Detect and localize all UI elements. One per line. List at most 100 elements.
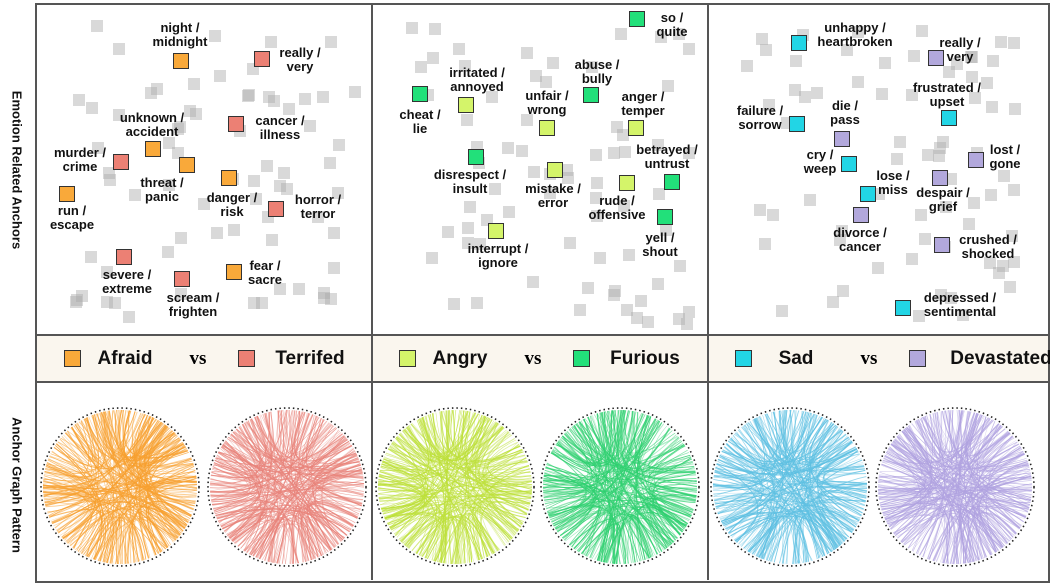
graph-edge [589,415,671,460]
graph-edge [308,503,354,548]
graph-edge [740,473,866,547]
anchor-square[interactable] [791,35,807,51]
graph-edge [907,510,992,556]
graph-edge [381,422,499,512]
graph-edge [822,498,863,550]
graph-edge [794,434,847,564]
graph-edge [715,468,868,486]
graph-edge [306,516,322,561]
graph-edge [43,472,91,483]
background-anchor-square [835,224,848,237]
graph-edge [969,425,1002,550]
anchor-square[interactable] [583,87,599,103]
anchor-square[interactable] [458,97,474,113]
graph-edge [886,507,951,564]
graph-edge [716,505,837,549]
graph-edge [726,507,774,557]
anchor-square[interactable] [221,170,237,186]
graph-edge [878,475,930,536]
background-anchor-square [452,43,465,56]
background-anchor-square [940,201,953,213]
graph-edge [560,514,615,563]
anchor-square[interactable] [468,149,484,165]
anchor-square[interactable] [789,116,805,132]
graph-edge [719,455,764,522]
anchor-square[interactable] [226,264,242,280]
legend-swatch [909,350,926,367]
graph-edge [816,447,867,486]
background-anchor-square [104,173,117,186]
anchor-square[interactable] [113,154,129,170]
graph-edge [485,472,531,537]
graph-edge [729,430,844,471]
graph-edge [550,422,663,522]
anchor-square[interactable] [928,50,944,66]
background-anchor-square [323,157,336,170]
graph-edge [620,409,696,472]
graph-edge [310,433,364,500]
anchor-square[interactable] [968,152,984,168]
graph-edge [389,428,434,528]
graph-edge [384,512,446,562]
anchor-square[interactable] [629,11,645,27]
anchor-square[interactable] [412,86,428,102]
graph-edge [93,447,187,560]
graph-edge [912,447,1022,552]
graph-edge [942,511,1005,564]
anchor-square[interactable] [59,186,75,202]
graph-edge [545,466,686,528]
graph-edge [747,426,839,552]
anchor-square[interactable] [657,209,673,225]
anchor-square[interactable] [174,271,190,287]
graph-edge [816,489,867,542]
graph-edge [720,512,810,562]
anchor-square[interactable] [116,249,132,265]
anchor-square[interactable] [228,116,244,132]
anchor-square[interactable] [179,157,195,173]
anchor-square[interactable] [173,53,189,69]
graph-edge [312,458,360,527]
anchor-square[interactable] [941,110,957,126]
graph-edge [815,437,862,517]
graph-edge [755,495,866,557]
graph-edge [441,411,523,463]
anchor-square[interactable] [860,186,876,202]
background-anchor-square [463,200,476,213]
anchor-label: fear / sacre [248,258,282,287]
graph-edge [542,484,666,550]
background-anchor-square [427,52,440,65]
graph-edge [233,519,276,558]
anchor-square[interactable] [664,174,680,190]
column-divider [371,3,373,580]
anchor-square[interactable] [853,207,869,223]
anchor-square[interactable] [145,141,161,157]
background-anchor-square [189,108,202,121]
anchor-square[interactable] [488,223,504,239]
background-anchor-square [197,197,210,210]
anchor-label: night / midnight [152,20,208,49]
graph-edge [387,448,532,493]
graph-edge [885,419,993,465]
anchor-square[interactable] [268,201,284,217]
background-anchor-square [174,232,187,245]
background-anchor-square [631,312,644,325]
graph-edge [779,496,866,564]
anchor-square[interactable] [841,156,857,172]
anchor-square[interactable] [834,131,850,147]
anchor-square[interactable] [619,175,635,191]
anchor-square[interactable] [895,300,911,316]
anchor-square[interactable] [932,170,948,186]
background-anchor-square [481,213,494,226]
graph-edge [901,412,976,464]
background-anchor-square [172,147,185,160]
graph-edge [747,413,775,552]
anchor-square[interactable] [934,237,950,253]
anchor-square[interactable] [254,51,270,67]
background-anchor-square [325,292,338,305]
background-anchor-square [86,102,99,115]
graph-edge [302,416,364,497]
anchor-square[interactable] [539,120,555,136]
graph-edge [896,436,959,564]
anchor-square[interactable] [547,162,563,178]
anchor-square[interactable] [628,120,644,136]
